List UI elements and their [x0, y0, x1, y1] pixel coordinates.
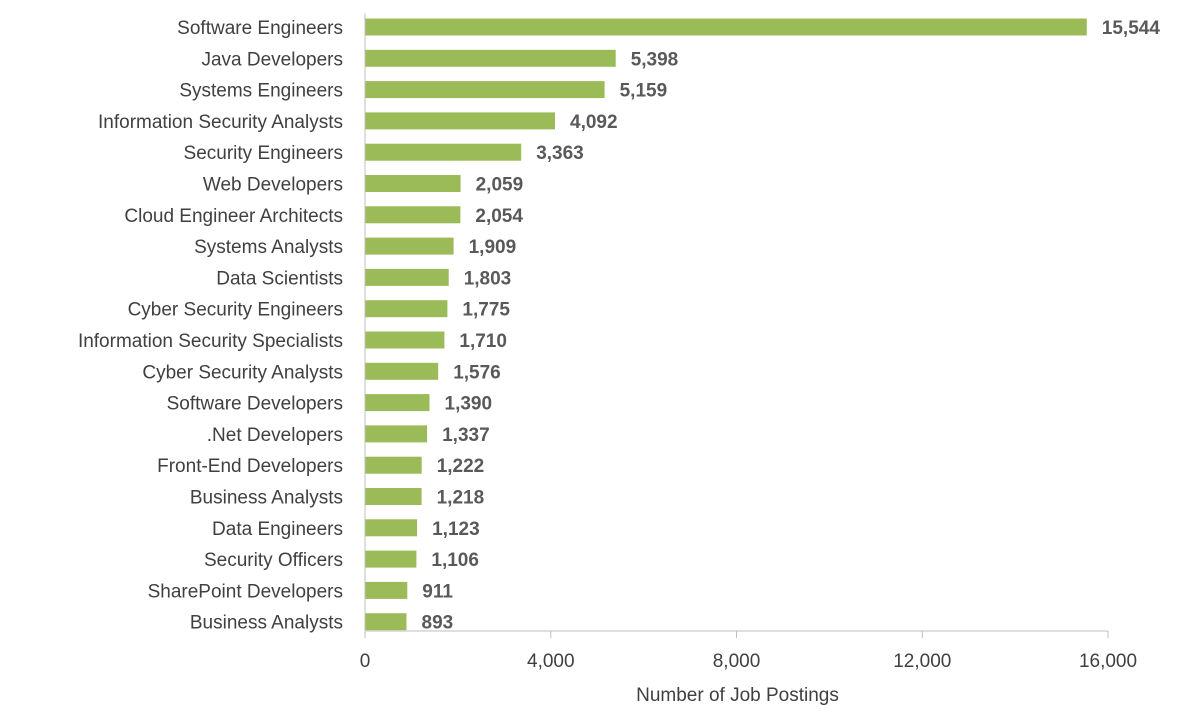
value-label-4: 3,363 [536, 143, 584, 164]
category-label-7: Systems Analysts [194, 237, 343, 258]
bar-9 [365, 300, 448, 318]
category-label-18: SharePoint Developers [148, 581, 343, 602]
bar-10 [365, 331, 445, 349]
category-label-13: .Net Developers [207, 425, 343, 446]
category-label-14: Front-End Developers [157, 456, 343, 477]
bar-4 [365, 143, 522, 161]
value-label-5: 2,059 [476, 175, 524, 196]
value-label-9: 1,775 [462, 300, 510, 321]
x-axis-title: Number of Job Postings [636, 685, 839, 706]
category-label-11: Cyber Security Analysts [142, 362, 343, 383]
value-label-12: 1,390 [445, 394, 493, 415]
value-label-18: 911 [422, 581, 453, 602]
category-label-2: Systems Engineers [179, 81, 343, 102]
category-label-12: Software Developers [167, 394, 343, 415]
bars-layer [365, 18, 1087, 631]
category-label-4: Security Engineers [184, 143, 343, 164]
x-tick-label-2: 8,000 [713, 651, 761, 672]
bar-17 [365, 550, 417, 568]
bar-16 [365, 519, 418, 537]
value-label-10: 1,710 [459, 331, 507, 352]
value-label-14: 1,222 [437, 456, 485, 477]
axis-layer: 0 4,000 8,000 12,000 16,000 [360, 13, 1137, 672]
labels-layer: Software Engineers 15,544 Java Developers 5… [78, 18, 1160, 634]
bar-5 [365, 175, 461, 192]
value-label-8: 1,803 [464, 268, 512, 289]
category-label-6: Cloud Engineer Architects [124, 206, 343, 227]
bar-14 [365, 456, 422, 474]
bar-6 [365, 206, 461, 224]
value-label-6: 2,054 [475, 206, 523, 227]
category-label-15: Business Analysts [190, 488, 343, 509]
x-tick-label-4: 16,000 [1079, 651, 1137, 672]
bar-12 [365, 394, 430, 412]
bar-8 [365, 268, 449, 286]
bar-2 [365, 81, 605, 99]
x-tick-label-3: 12,000 [893, 651, 951, 672]
category-label-9: Cyber Security Engineers [128, 300, 343, 321]
category-label-0: Software Engineers [177, 18, 343, 39]
category-label-1: Java Developers [201, 49, 343, 70]
value-label-7: 1,909 [469, 237, 517, 258]
category-label-3: Information Security Analysts [98, 112, 343, 133]
bar-15 [365, 488, 422, 505]
category-label-5: Web Developers [203, 175, 343, 196]
bar-11 [365, 362, 439, 380]
bar-7 [365, 237, 454, 255]
value-label-13: 1,337 [442, 425, 490, 446]
bar-3 [365, 112, 555, 130]
bar-19 [365, 613, 407, 631]
value-label-2: 5,159 [620, 81, 668, 102]
value-label-11: 1,576 [453, 362, 501, 383]
category-label-16: Data Engineers [212, 519, 343, 540]
category-label-17: Security Officers [204, 550, 343, 571]
bar-1 [365, 49, 616, 67]
value-label-1: 5,398 [631, 49, 679, 70]
x-tick-label-1: 4,000 [527, 651, 575, 672]
bar-13 [365, 425, 428, 443]
value-label-0: 15,544 [1102, 18, 1161, 39]
value-label-19: 893 [422, 613, 454, 634]
bar-0 [365, 18, 1087, 36]
value-label-17: 1,106 [431, 550, 479, 571]
category-label-10: Information Security Specialists [78, 331, 343, 352]
value-label-16: 1,123 [432, 519, 480, 540]
value-label-3: 4,092 [570, 112, 618, 133]
value-label-15: 1,218 [437, 488, 485, 509]
category-label-8: Data Scientists [216, 268, 343, 289]
category-label-19: Business Analysts [190, 613, 343, 634]
bar-18 [365, 581, 408, 599]
x-tick-label-0: 0 [360, 651, 371, 672]
